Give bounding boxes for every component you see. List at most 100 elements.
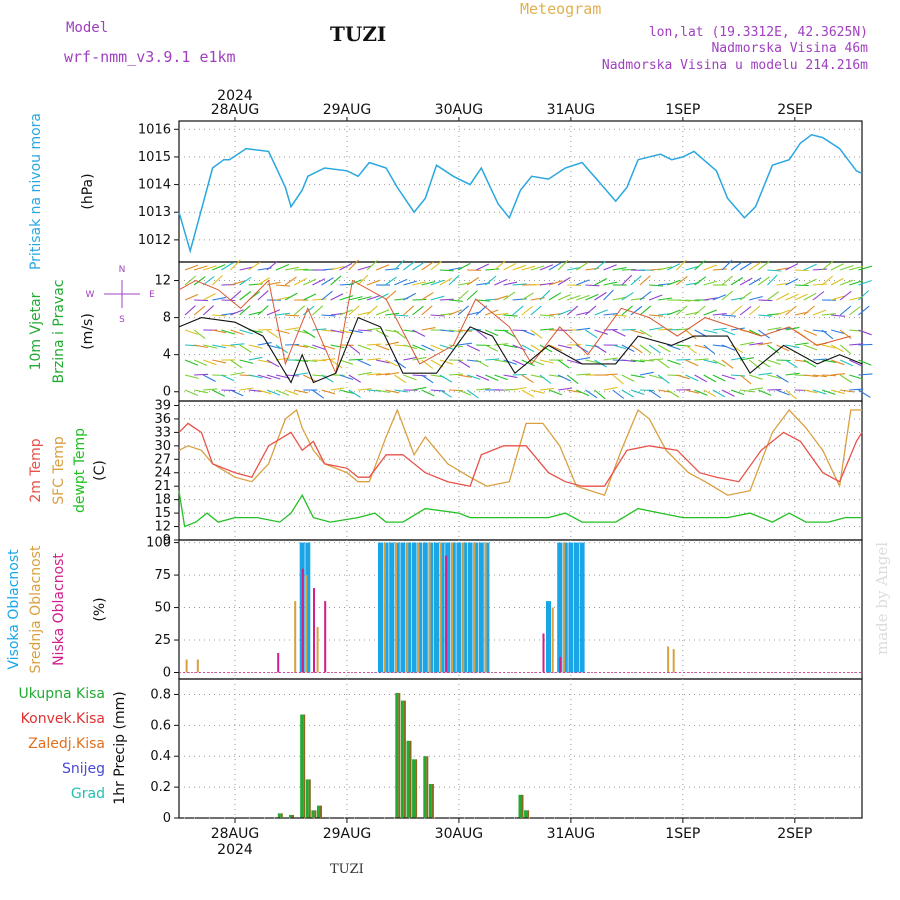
wind-barb xyxy=(439,359,454,365)
wind-barb xyxy=(721,275,733,286)
wind-barb xyxy=(221,389,236,392)
wind-barb xyxy=(685,329,697,340)
wind-barb xyxy=(321,329,336,332)
wind-barb xyxy=(758,359,771,368)
precip-bar-conv xyxy=(280,813,283,818)
wind-barb xyxy=(275,329,290,335)
wind-barb xyxy=(494,343,509,346)
wind-barb xyxy=(539,359,554,364)
wind-barb xyxy=(248,344,263,349)
wind-barb xyxy=(430,344,444,352)
wind-barb xyxy=(585,305,597,316)
wind-barb xyxy=(785,305,797,316)
y-tick-label: 1014 xyxy=(138,178,171,193)
wind-barb xyxy=(248,261,261,271)
wind-barb xyxy=(749,342,764,346)
series-dewpoint xyxy=(178,490,862,528)
x-tick-label-bottom: 2SEP xyxy=(777,826,812,842)
wind-barb xyxy=(184,359,199,366)
precip-bar xyxy=(300,714,304,818)
wind-barb xyxy=(630,359,645,363)
wind-barb xyxy=(848,306,861,316)
wind-barb xyxy=(321,389,336,395)
wind-barb xyxy=(548,292,562,301)
wind-barb xyxy=(839,344,852,355)
wind-barb xyxy=(448,373,463,376)
wind-barb xyxy=(494,312,509,316)
wind-barb xyxy=(739,262,753,271)
wind-barb xyxy=(439,277,453,286)
wind-barb xyxy=(858,329,872,336)
wind-barb xyxy=(648,344,661,354)
wind-barb xyxy=(749,295,763,301)
wind-barb xyxy=(339,262,353,271)
wind-barb xyxy=(721,314,736,317)
wind-barb xyxy=(812,374,827,378)
wind-barb xyxy=(621,291,634,301)
cloud-bar xyxy=(417,542,423,673)
wind-barb xyxy=(330,265,345,271)
wind-barb xyxy=(776,359,791,362)
wind-barb xyxy=(339,359,354,365)
wind-barb xyxy=(430,359,444,368)
wind-barb xyxy=(294,344,309,348)
cloud-bar xyxy=(301,568,304,673)
wind-barb xyxy=(294,372,309,376)
cloud-bar xyxy=(462,542,465,673)
wind-barb xyxy=(712,294,727,301)
wind-barb xyxy=(603,373,618,376)
wind-barb xyxy=(576,279,590,286)
wind-barb xyxy=(266,374,281,380)
wind-barb xyxy=(740,389,755,393)
wind-barb xyxy=(721,359,734,369)
wind-barb xyxy=(202,293,216,301)
wind-barb xyxy=(703,389,717,398)
wind-barb xyxy=(457,342,472,346)
wind-barb xyxy=(567,389,582,393)
wind-barb xyxy=(730,327,745,331)
precip-bar xyxy=(412,759,416,818)
wind-barb xyxy=(412,305,424,316)
wind-barb xyxy=(839,359,854,367)
wind-barb xyxy=(585,329,598,339)
wind-barb xyxy=(439,374,453,383)
wind-barb xyxy=(357,344,372,351)
wind-barb xyxy=(430,260,442,271)
cloud-bar xyxy=(473,542,479,673)
cloud-bar xyxy=(406,542,409,673)
wind-barb xyxy=(594,389,606,400)
wind-barb xyxy=(630,275,642,286)
cloud-bar xyxy=(185,659,188,673)
wind-barb xyxy=(649,358,664,361)
wind-barb xyxy=(503,291,516,301)
wind-barb xyxy=(303,344,317,350)
wind-barb xyxy=(375,264,390,271)
wind-barb xyxy=(212,389,226,397)
wind-barb xyxy=(794,284,809,287)
wind-barb xyxy=(203,359,217,366)
y-tick-label: 15 xyxy=(154,506,171,521)
wind-barb xyxy=(840,279,854,286)
wind-barb xyxy=(657,374,670,384)
cloud-bar xyxy=(428,542,431,673)
wind-barb xyxy=(630,344,643,354)
wind-barb xyxy=(821,389,836,395)
wind-barb xyxy=(603,357,618,361)
wind-barb xyxy=(330,293,344,301)
elevation-text: Nadmorska Visina 46m xyxy=(711,41,868,56)
wind-barb xyxy=(739,374,752,385)
wind-barb xyxy=(421,389,435,397)
wind-barb xyxy=(767,274,778,286)
wind-barb xyxy=(830,329,845,335)
wind-barb xyxy=(448,309,463,316)
wind-barb xyxy=(403,305,415,316)
wind-barb xyxy=(730,344,744,354)
wind-barb xyxy=(321,277,334,286)
wind-barb xyxy=(357,388,372,391)
wind-barb xyxy=(585,284,600,287)
wind-barb xyxy=(202,275,215,286)
cloud-bar xyxy=(451,542,453,673)
cloud-bar xyxy=(324,601,327,673)
wind-barb xyxy=(303,293,317,301)
